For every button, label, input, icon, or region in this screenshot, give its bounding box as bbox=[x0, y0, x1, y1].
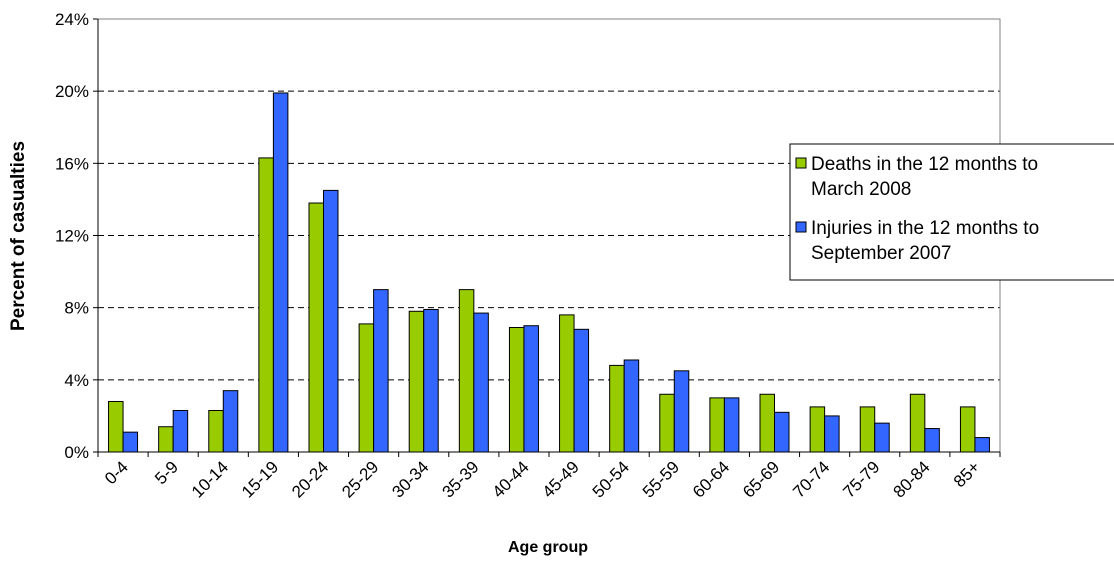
x-tick-label: 85+ bbox=[950, 457, 984, 491]
bar-deaths-35-39 bbox=[458, 289, 475, 453]
x-tick-label: 50-54 bbox=[589, 457, 633, 501]
y-tick-label: 24% bbox=[55, 10, 89, 29]
bar-injuries-50-54 bbox=[623, 359, 640, 453]
bar-injuries-55-59 bbox=[673, 370, 690, 453]
bar-injuries-15-19 bbox=[272, 92, 289, 453]
bar-deaths-20-24 bbox=[308, 202, 324, 453]
bars bbox=[108, 92, 990, 453]
y-tick-label: 0% bbox=[64, 443, 89, 462]
bar-injuries-40-44 bbox=[523, 325, 539, 453]
bar-deaths-0-4 bbox=[108, 400, 124, 453]
bar-injuries-80-84 bbox=[924, 428, 940, 453]
bar-deaths-50-54 bbox=[609, 364, 625, 453]
bar-deaths-15-19 bbox=[258, 157, 274, 453]
x-tick-label: 35-39 bbox=[438, 457, 482, 501]
x-tick-label: 15-19 bbox=[238, 457, 282, 501]
x-tick-label: 60-64 bbox=[689, 457, 733, 501]
y-tick-label: 16% bbox=[55, 154, 89, 173]
x-tick-label: 70-74 bbox=[789, 457, 833, 501]
bar-deaths-75-79 bbox=[859, 406, 876, 453]
bar-deaths-40-44 bbox=[508, 327, 525, 453]
legend-label-injuries: September 2007 bbox=[811, 243, 952, 264]
x-tick-label: 55-59 bbox=[639, 457, 683, 501]
legend-box bbox=[789, 143, 1114, 281]
legend-swatch-injuries bbox=[795, 221, 807, 233]
x-tick-label: 45-49 bbox=[539, 457, 583, 501]
bar-injuries-65-69 bbox=[774, 411, 790, 453]
x-tick-label: 30-34 bbox=[388, 457, 432, 501]
bar-injuries-20-24 bbox=[323, 189, 339, 453]
bar-injuries-5-9 bbox=[172, 410, 189, 453]
x-tick-label: 0-4 bbox=[101, 457, 132, 488]
bar-deaths-30-34 bbox=[408, 310, 425, 453]
y-tick-label: 12% bbox=[55, 227, 89, 246]
x-tick-label: 5-9 bbox=[151, 457, 182, 488]
bar-injuries-70-74 bbox=[824, 415, 840, 453]
y-axis-title: Percent of casualties bbox=[8, 141, 29, 331]
bar-injuries-75-79 bbox=[874, 422, 890, 453]
bar-deaths-80-84 bbox=[909, 393, 926, 453]
legend-swatch-deaths bbox=[795, 157, 807, 169]
x-tick-label: 80-84 bbox=[889, 457, 933, 501]
bar-injuries-10-14 bbox=[222, 390, 239, 453]
bar-injuries-30-34 bbox=[423, 308, 439, 453]
legend: Deaths in the 12 months to March 2008 Inju… bbox=[789, 143, 1114, 281]
bar-deaths-25-29 bbox=[358, 323, 375, 453]
legend-label-injuries: Injuries in the 12 months to bbox=[811, 218, 1039, 239]
x-tick-label: 25-29 bbox=[338, 457, 382, 501]
bar-injuries-45-49 bbox=[573, 328, 590, 453]
y-tick-label: 4% bbox=[64, 371, 89, 390]
x-tick-label: 65-69 bbox=[739, 457, 783, 501]
bar-deaths-85+ bbox=[959, 406, 976, 453]
bar-deaths-65-69 bbox=[759, 393, 775, 453]
x-tick-labels: 0-4 5-9 10-14 15-19 20-24 25-29 30-34 35-39 40-4… bbox=[101, 457, 984, 501]
bar-deaths-70-74 bbox=[809, 406, 826, 453]
y-tick-label: 20% bbox=[55, 82, 89, 101]
bar-injuries-25-29 bbox=[373, 289, 389, 453]
legend-label-deaths: Deaths in the 12 months to bbox=[811, 154, 1038, 175]
x-tick-label: 20-24 bbox=[288, 457, 332, 501]
y-tick-label: 8% bbox=[64, 299, 89, 318]
bar-injuries-60-64 bbox=[723, 397, 740, 453]
legend-label-deaths: March 2008 bbox=[811, 179, 911, 200]
bar-injuries-0-4 bbox=[122, 431, 139, 453]
x-tick-label: 10-14 bbox=[188, 457, 232, 501]
x-axis-title: Age group bbox=[508, 539, 588, 556]
x-tick-label: 40-44 bbox=[489, 457, 533, 501]
y-tick-labels: 0% 4% 8% 12% 16% 20% 24% bbox=[55, 10, 89, 462]
x-tick-label: 75-79 bbox=[839, 457, 883, 501]
bar-injuries-85+ bbox=[974, 437, 990, 453]
bar-deaths-45-49 bbox=[559, 314, 575, 453]
bar-deaths-10-14 bbox=[208, 410, 224, 453]
bar-deaths-55-59 bbox=[659, 393, 675, 453]
bar-deaths-60-64 bbox=[709, 397, 725, 453]
bar-deaths-5-9 bbox=[158, 426, 174, 453]
bar-injuries-35-39 bbox=[473, 312, 489, 453]
